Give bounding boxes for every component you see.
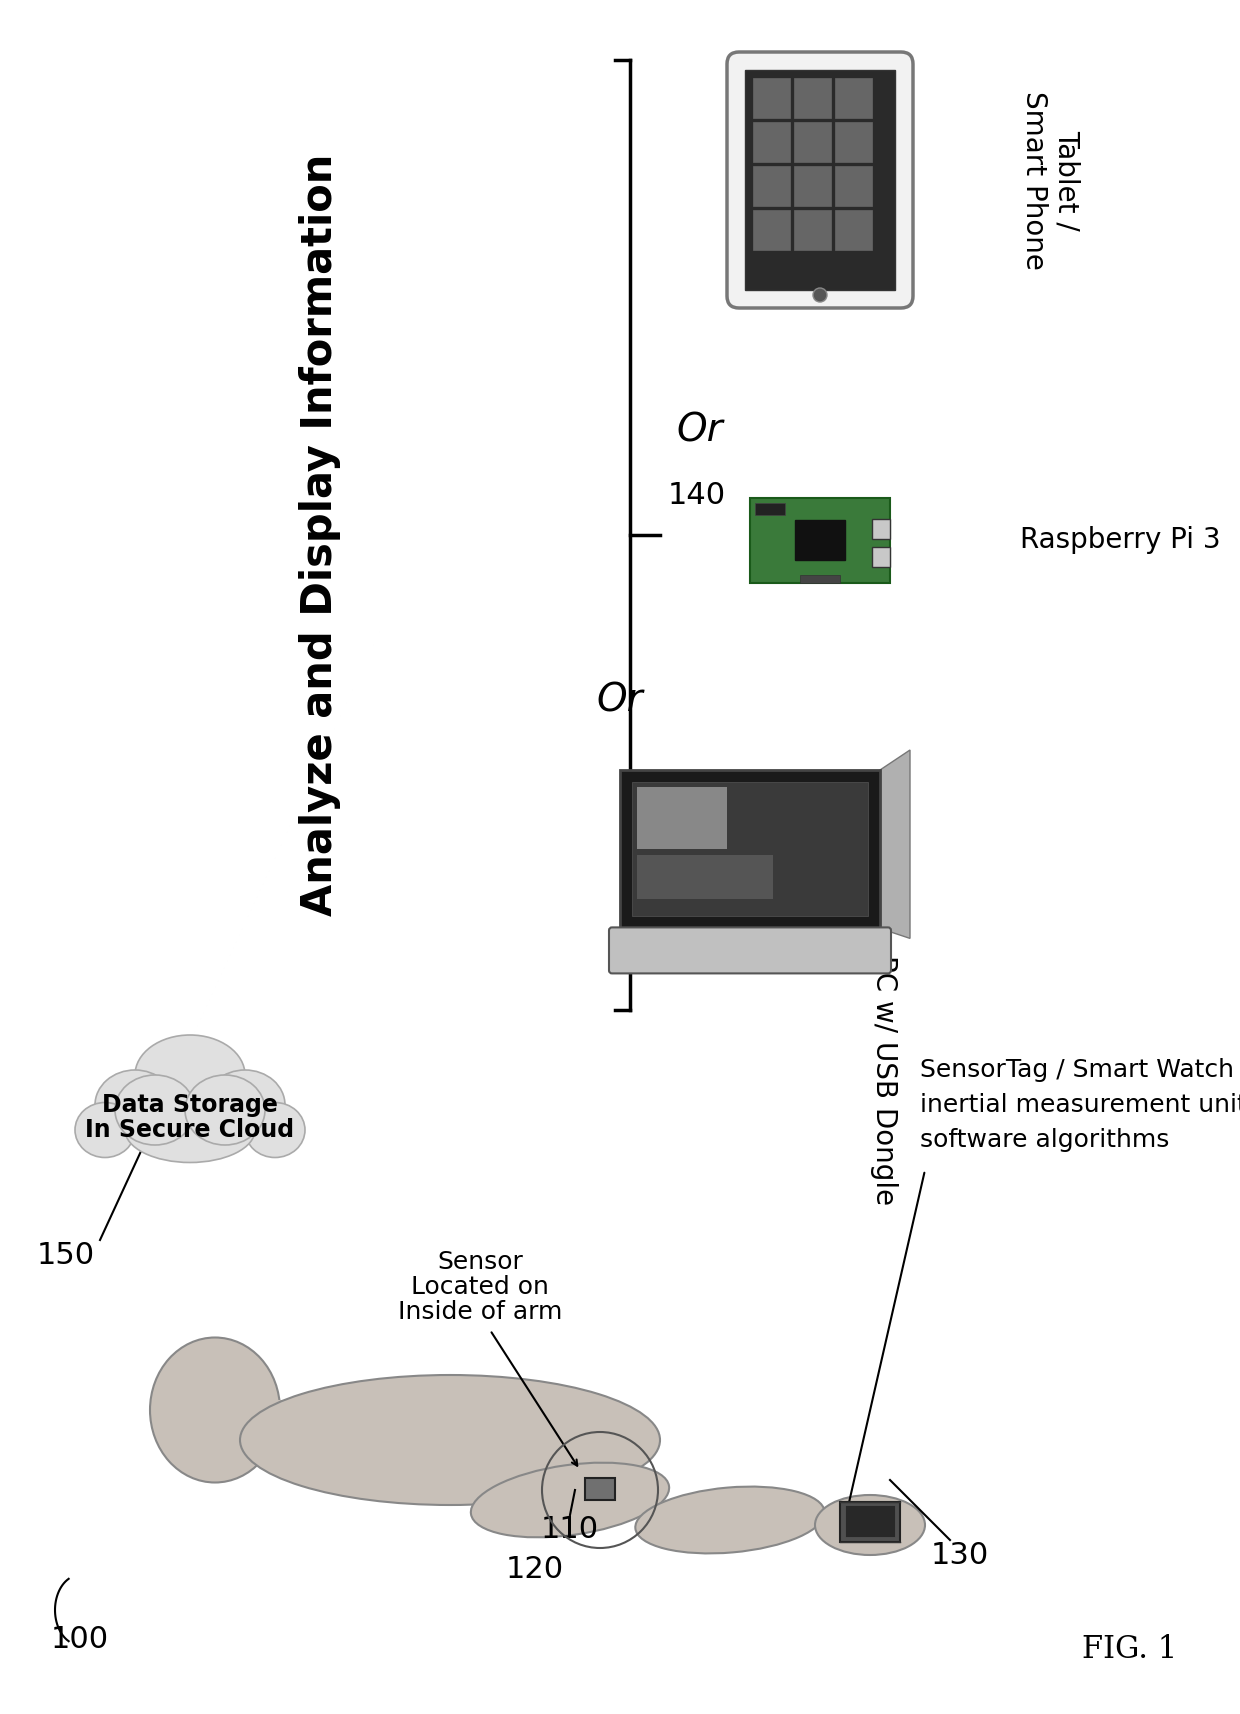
Text: Located on: Located on — [412, 1275, 549, 1299]
Ellipse shape — [815, 1495, 925, 1555]
Text: 140: 140 — [668, 482, 727, 511]
Text: 120: 120 — [506, 1556, 564, 1584]
Bar — [794, 211, 831, 250]
Bar — [753, 211, 790, 250]
Bar — [637, 855, 773, 898]
Bar — [753, 79, 790, 118]
Ellipse shape — [635, 1486, 825, 1553]
FancyBboxPatch shape — [727, 51, 913, 309]
Text: Or: Or — [596, 680, 644, 718]
Bar — [794, 79, 831, 118]
Bar — [270, 1400, 310, 1460]
Text: inertial measurement units and: inertial measurement units and — [920, 1094, 1240, 1118]
Ellipse shape — [205, 1070, 285, 1140]
Bar — [795, 519, 844, 560]
Bar — [794, 122, 831, 163]
FancyBboxPatch shape — [609, 927, 892, 974]
Ellipse shape — [135, 1035, 246, 1116]
Bar — [585, 1477, 615, 1500]
Bar — [753, 166, 790, 206]
Bar — [836, 79, 873, 118]
Bar — [637, 787, 728, 848]
Bar — [753, 122, 790, 163]
Ellipse shape — [185, 1075, 265, 1145]
Bar — [632, 782, 868, 917]
Text: FIG. 1: FIG. 1 — [1083, 1635, 1178, 1666]
Polygon shape — [880, 751, 910, 938]
Ellipse shape — [74, 1102, 135, 1157]
Text: 130: 130 — [931, 1541, 990, 1570]
Text: Inside of arm: Inside of arm — [398, 1299, 562, 1323]
Text: Analyze and Display Information: Analyze and Display Information — [299, 154, 341, 917]
Ellipse shape — [241, 1375, 660, 1505]
Ellipse shape — [115, 1075, 195, 1145]
Text: software algorithms: software algorithms — [920, 1128, 1169, 1152]
Bar — [844, 1505, 895, 1537]
Text: Tablet /
Smart Phone: Tablet / Smart Phone — [1021, 91, 1080, 269]
Ellipse shape — [95, 1070, 175, 1140]
Bar — [836, 211, 873, 250]
Text: 100: 100 — [51, 1625, 109, 1654]
Bar — [750, 497, 890, 583]
Text: PC w/ USB Dongle: PC w/ USB Dongle — [870, 955, 898, 1205]
Ellipse shape — [471, 1462, 670, 1537]
Text: Sensor: Sensor — [436, 1250, 523, 1274]
Bar — [745, 70, 895, 290]
Ellipse shape — [150, 1337, 280, 1483]
Bar — [836, 122, 873, 163]
Bar — [872, 519, 890, 538]
Bar — [872, 547, 890, 567]
Bar — [800, 574, 839, 583]
Circle shape — [813, 288, 827, 302]
Ellipse shape — [125, 1097, 255, 1162]
Bar — [839, 1501, 900, 1543]
Bar — [836, 166, 873, 206]
Ellipse shape — [246, 1102, 305, 1157]
Text: 150: 150 — [37, 1241, 95, 1270]
Text: SensorTag / Smart Watch with: SensorTag / Smart Watch with — [920, 1058, 1240, 1082]
Text: Raspberry Pi 3: Raspberry Pi 3 — [1021, 526, 1220, 554]
Bar — [794, 166, 831, 206]
Bar — [755, 502, 785, 514]
Text: 110: 110 — [541, 1515, 599, 1544]
Polygon shape — [620, 770, 880, 929]
Text: Or: Or — [677, 411, 723, 449]
Text: In Secure Cloud: In Secure Cloud — [86, 1118, 295, 1142]
Text: Data Storage: Data Storage — [102, 1094, 278, 1118]
